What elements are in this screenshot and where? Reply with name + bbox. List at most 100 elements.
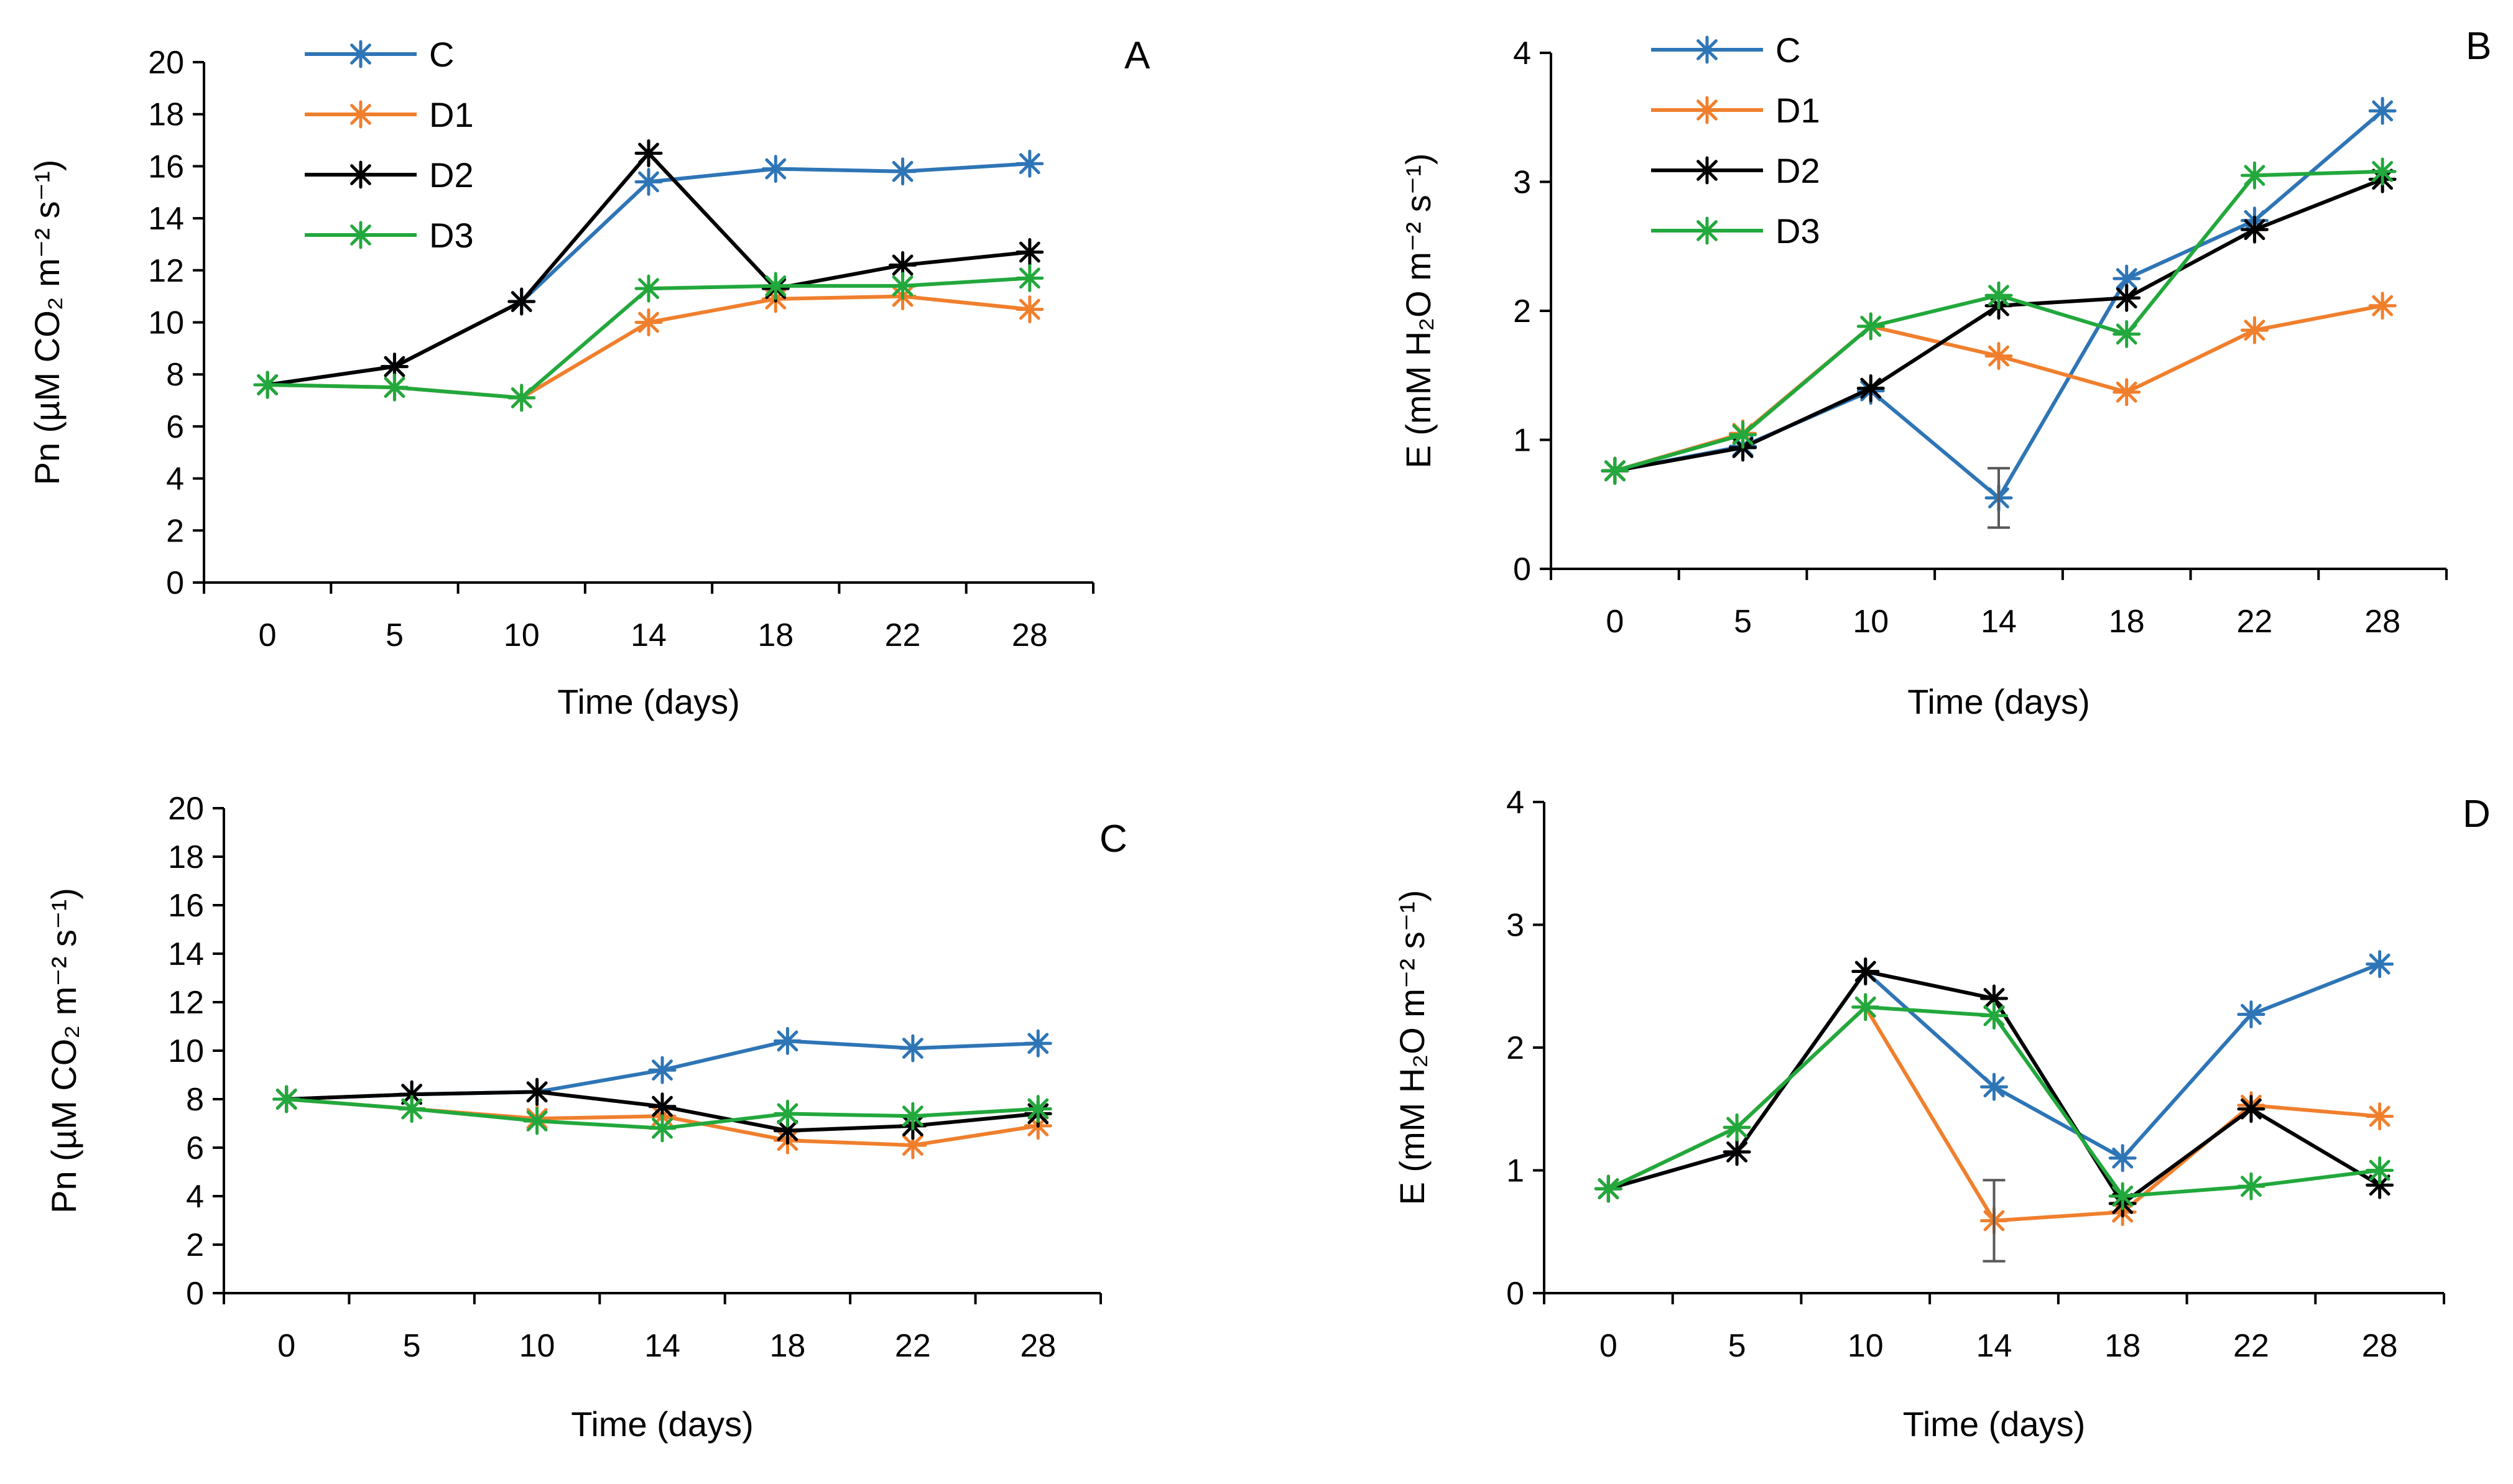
data-point-d3 [1723, 1113, 1751, 1141]
data-point-d1 [899, 1131, 927, 1159]
series-line-d2 [1614, 177, 2384, 473]
data-point-c [634, 168, 663, 196]
data-point-d3 [380, 373, 409, 402]
data-point-d3 [523, 1107, 552, 1135]
data-point-c [761, 155, 790, 183]
legend-marker-c [346, 40, 375, 68]
y-tick-label: 6 [186, 1130, 204, 1166]
data-point-d3 [1980, 1002, 2008, 1030]
data-point-d3 [1851, 993, 1880, 1021]
data-point-d3 [889, 272, 917, 300]
x-tick-label: 14 [1981, 604, 2017, 640]
data-point-d2 [2240, 215, 2269, 244]
y-tick-label: 18 [168, 839, 204, 875]
x-tick-label: 14 [631, 617, 667, 653]
data-point-d3 [1856, 312, 1885, 341]
data-point-c [2366, 950, 2394, 979]
y-tick-label: 4 [186, 1179, 204, 1215]
y-tick-label: 3 [1513, 165, 1531, 201]
data-point-d3 [1016, 264, 1044, 292]
data-point-d3 [2108, 1182, 2137, 1210]
y-tick-label: 2 [166, 513, 184, 549]
series-line-d3 [1608, 1005, 2381, 1198]
panel-label: A [1124, 34, 1150, 77]
x-tick-label: 5 [403, 1328, 421, 1364]
data-point-d1 [2240, 316, 2269, 344]
data-point-d1 [2368, 292, 2397, 320]
data-point-d3 [634, 274, 663, 303]
data-point-c [773, 1026, 802, 1055]
chart-panel-b: 0 1 2 3 4 0 5 10 14 18 22 28 Time (days) E (mM H₂O m⁻… [1399, 25, 2491, 721]
x-tick-label: 28 [1020, 1328, 1056, 1364]
data-point-d3 [2237, 1172, 2265, 1201]
data-point-d2 [2366, 1171, 2394, 1199]
data-point-d2 [2113, 283, 2141, 312]
y-tick-label: 12 [168, 985, 204, 1021]
x-tick-label: 0 [277, 1328, 295, 1364]
legend: C D1 D2 D3 [305, 35, 474, 255]
y-tick-label: 2 [1513, 293, 1531, 330]
x-tick-label: 10 [1853, 604, 1889, 640]
series-line-d3 [1614, 169, 2383, 473]
x-tick-label: 28 [2364, 604, 2400, 640]
data-point-c [889, 157, 917, 186]
y-axis-title: Pn (µM CO₂ m⁻² s⁻¹) [27, 160, 67, 486]
y-tick-label: 16 [148, 149, 184, 185]
data-point-c [2237, 1000, 2265, 1029]
x-tick-label: 18 [2109, 604, 2145, 640]
chart-panel-d: 0 1 2 3 4 0 5 10 14 18 22 28 Time (days) E (mM H₂O m⁻… [1392, 785, 2491, 1444]
error-bar [1988, 467, 2010, 529]
data-point-d2 [634, 139, 663, 167]
data-point-d2 [1851, 957, 1880, 986]
legend-label-d1: D1 [429, 95, 474, 134]
data-point-d2 [1980, 984, 2008, 1013]
x-tick-label: 22 [2233, 1328, 2269, 1364]
x-tick-label: 14 [1976, 1328, 2012, 1364]
y-tick-label: 1 [1506, 1153, 1524, 1189]
legend-label-d2: D2 [1775, 151, 1820, 190]
data-point-c [2368, 96, 2397, 125]
data-point-d3 [773, 1099, 802, 1128]
data-point-d1 [2113, 378, 2141, 407]
data-point-d2 [507, 287, 536, 316]
data-point-d3 [648, 1114, 677, 1143]
y-tick-label: 10 [168, 1033, 204, 1069]
legend: C D1 D2 D3 [1651, 30, 1820, 251]
y-tick-label: 2 [186, 1227, 204, 1263]
y-tick-label: 0 [186, 1276, 204, 1312]
panel-label: C [1099, 818, 1127, 860]
panel-label: D [2463, 793, 2491, 836]
data-point-d2 [397, 1080, 426, 1108]
legend-label-d2: D2 [429, 155, 474, 195]
panel-label: B [2466, 25, 2491, 68]
chart-panel-a: 0 2 4 6 8 10 12 14 16 18 20 0 5 10 14 18 22 28 Time (days)… [27, 34, 1150, 721]
data-point-c [1980, 1072, 2008, 1101]
data-point-d2 [773, 1117, 802, 1145]
y-axis-title: E (mM H₂O m⁻² s⁻¹) [1399, 154, 1438, 469]
y-tick-label: 8 [166, 357, 184, 393]
x-tick-label: 14 [644, 1328, 680, 1364]
legend-label-d3: D3 [429, 216, 474, 255]
x-tick-label: 5 [1734, 604, 1752, 640]
data-point-d3 [397, 1095, 426, 1123]
y-tick-label: 10 [148, 305, 184, 341]
data-point-c [899, 1034, 927, 1062]
y-tick-label: 2 [1506, 1030, 1524, 1066]
series-line-c [267, 162, 1030, 387]
x-tick-label: 5 [1728, 1328, 1746, 1364]
legend-label-c: C [429, 35, 454, 74]
legend-label-d1: D1 [1775, 91, 1820, 130]
legend-label-c: C [1775, 30, 1800, 70]
data-point-d3 [2366, 1156, 2394, 1184]
data-point-c [1024, 1029, 1052, 1058]
data-point-d3 [1024, 1095, 1052, 1123]
x-tick-label: 18 [757, 617, 794, 653]
data-point-d3 [2240, 161, 2269, 190]
data-point-d1 [2366, 1102, 2394, 1131]
data-point-d2 [1856, 374, 1885, 402]
data-point-d3 [1594, 1174, 1622, 1203]
y-tick-label: 6 [166, 409, 184, 445]
data-point-c [2113, 264, 2141, 293]
x-tick-label: 10 [1848, 1328, 1884, 1364]
